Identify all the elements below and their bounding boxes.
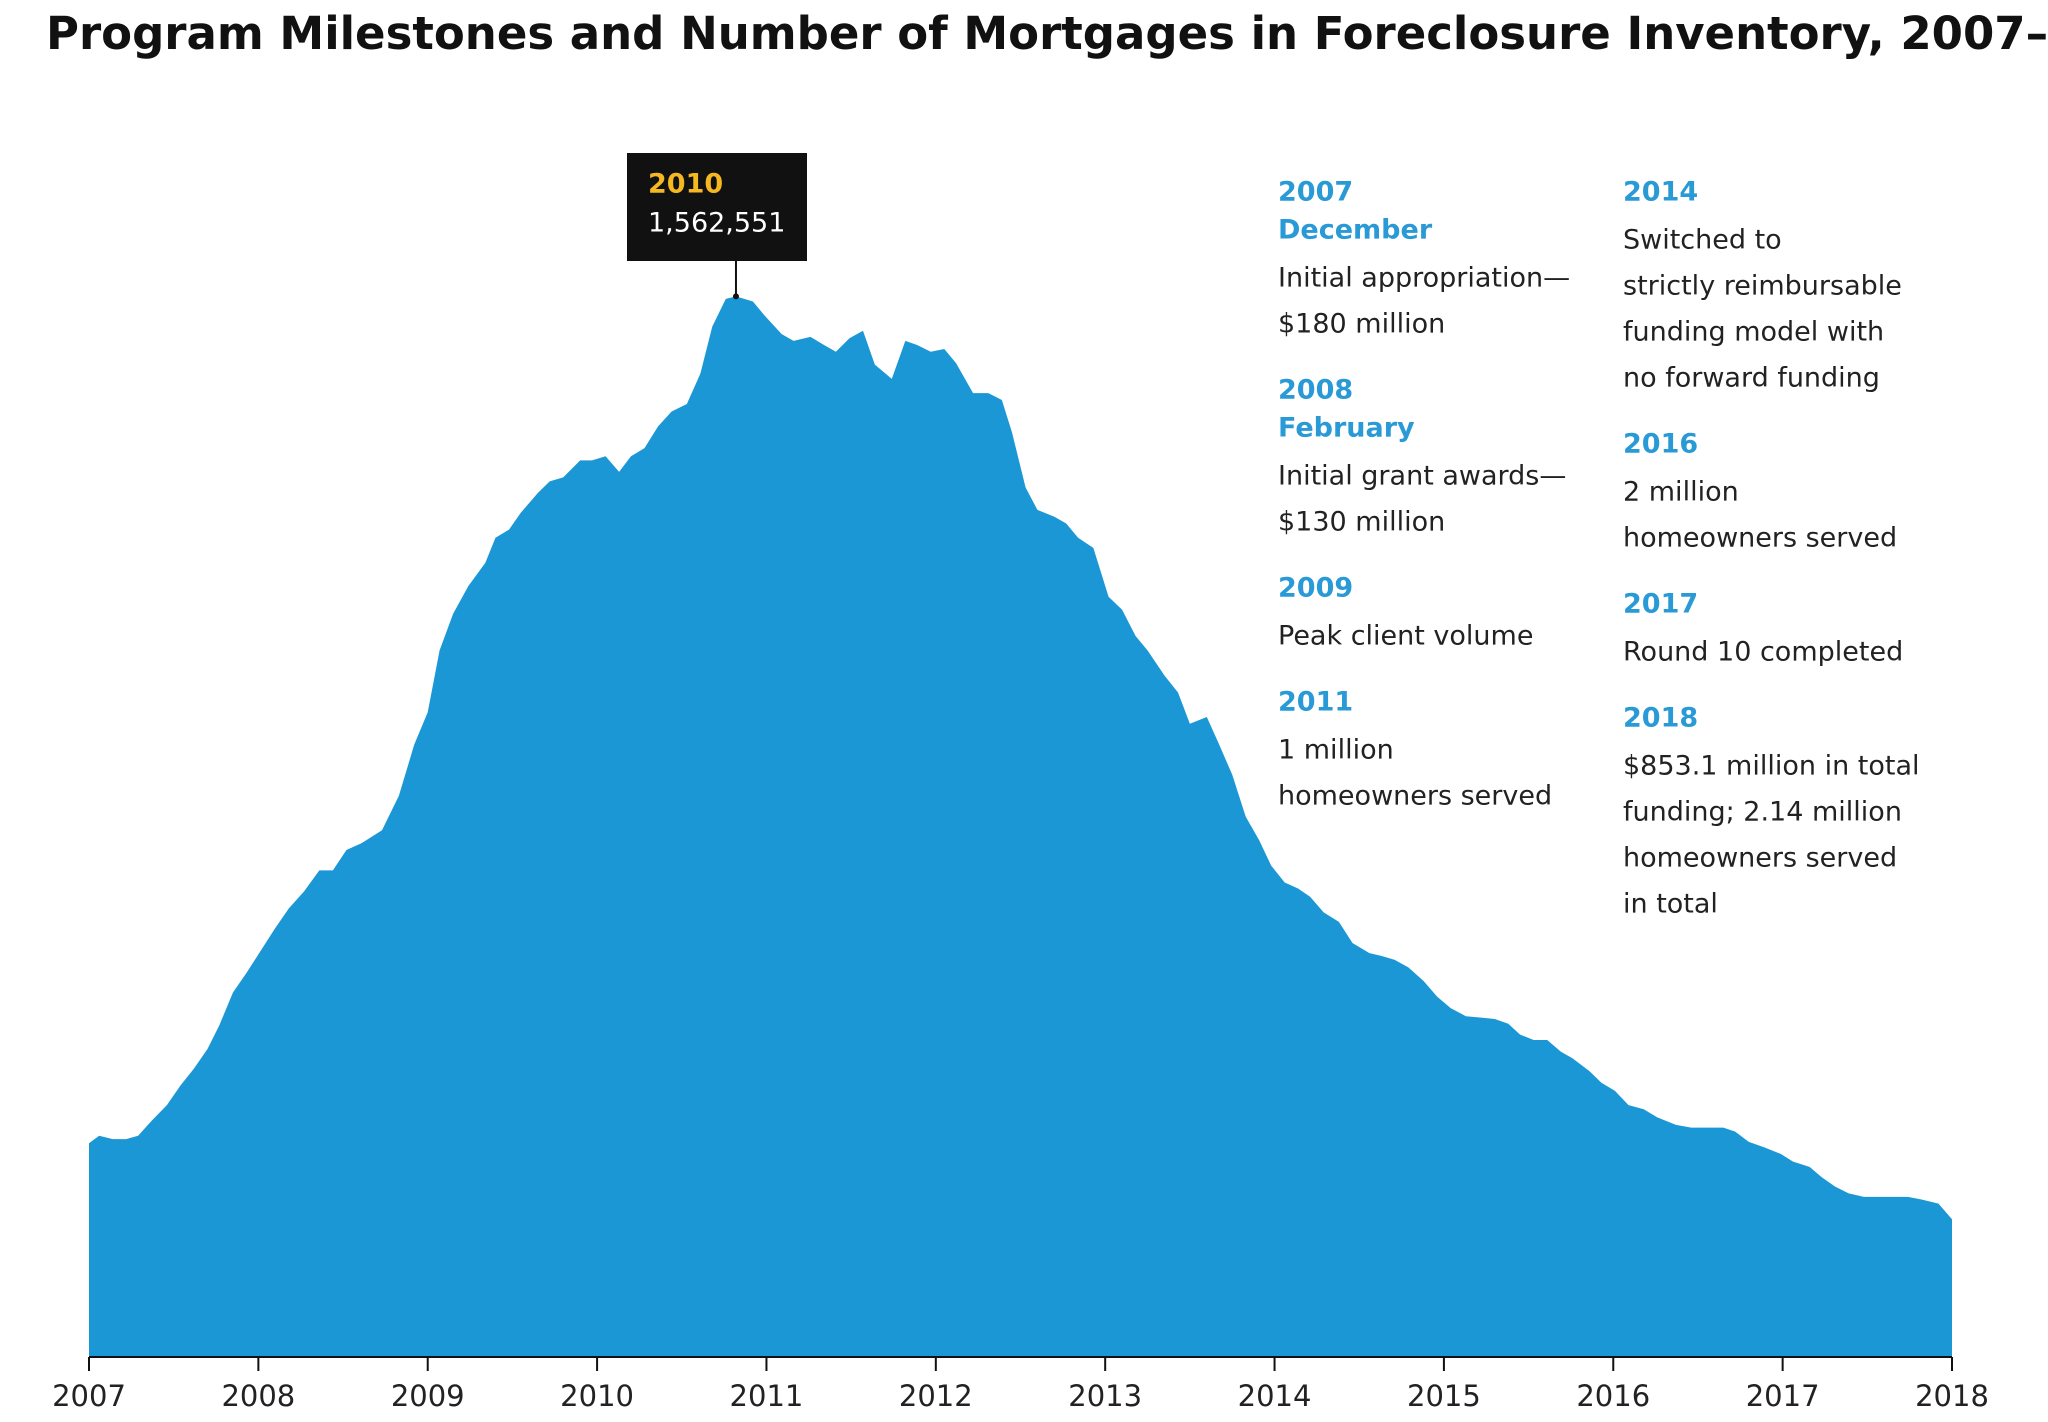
tooltip-title: 2010 (648, 169, 723, 200)
tooltip-value: 1,562,551 (648, 208, 785, 239)
x-tick-label: 2015 (1407, 1379, 1481, 1413)
x-tick-label: 2007 (52, 1379, 126, 1413)
milestone-text: Switched to (1623, 225, 1782, 256)
milestone-text: homeowners served (1623, 523, 1897, 554)
x-tick-label: 2011 (730, 1379, 804, 1413)
x-tick-label: 2016 (1576, 1379, 1650, 1413)
milestone-heading: 2007 (1278, 177, 1353, 208)
x-tick-label: 2012 (899, 1379, 973, 1413)
tooltip-box (627, 153, 807, 261)
milestone-text: 1 million (1278, 735, 1394, 766)
milestone-heading: 2016 (1623, 429, 1698, 460)
x-tick-label: 2008 (221, 1379, 295, 1413)
x-tick-label: 2010 (560, 1379, 634, 1413)
tooltip: 2010 1,562,551 (627, 153, 807, 300)
milestone-heading: 2014 (1623, 177, 1698, 208)
milestone-text: funding; 2.14 million (1623, 797, 1902, 828)
milestone-text: Peak client volume (1278, 621, 1533, 652)
chart-title: Program Milestones and Number of Mortgag… (46, 7, 2048, 60)
x-tick-label: 2017 (1746, 1379, 1820, 1413)
milestone-text: strictly reimbursable (1623, 271, 1902, 302)
milestone-text: no forward funding (1623, 363, 1880, 394)
milestone-text: Initial appropriation— (1278, 263, 1570, 294)
milestone-heading: 2018 (1623, 703, 1698, 734)
milestone-heading: December (1278, 215, 1433, 246)
milestone-text: Round 10 completed (1623, 637, 1903, 668)
milestone-text: Initial grant awards— (1278, 461, 1566, 492)
x-tick-label: 2018 (1915, 1379, 1989, 1413)
x-tick-label: 2014 (1238, 1379, 1312, 1413)
milestone-text: in total (1623, 889, 1718, 920)
area (89, 296, 1952, 1358)
milestone-text: $180 million (1278, 309, 1445, 340)
milestone-heading: 2009 (1278, 573, 1353, 604)
milestone-text: homeowners served (1623, 843, 1897, 874)
x-tick-label: 2009 (391, 1379, 465, 1413)
milestone-heading: 2008 (1278, 375, 1353, 406)
milestone-text: 2 million (1623, 477, 1739, 508)
x-tick-label: 2013 (1068, 1379, 1142, 1413)
milestone-text: homeowners served (1278, 781, 1552, 812)
milestone-text: $853.1 million in total (1623, 751, 1920, 782)
milestone-text: $130 million (1278, 507, 1445, 538)
milestone-heading: February (1278, 413, 1415, 444)
milestone-heading: 2017 (1623, 589, 1698, 620)
milestone-heading: 2011 (1278, 687, 1353, 718)
milestone-text: funding model with (1623, 317, 1884, 348)
tooltip-dot (732, 293, 739, 300)
